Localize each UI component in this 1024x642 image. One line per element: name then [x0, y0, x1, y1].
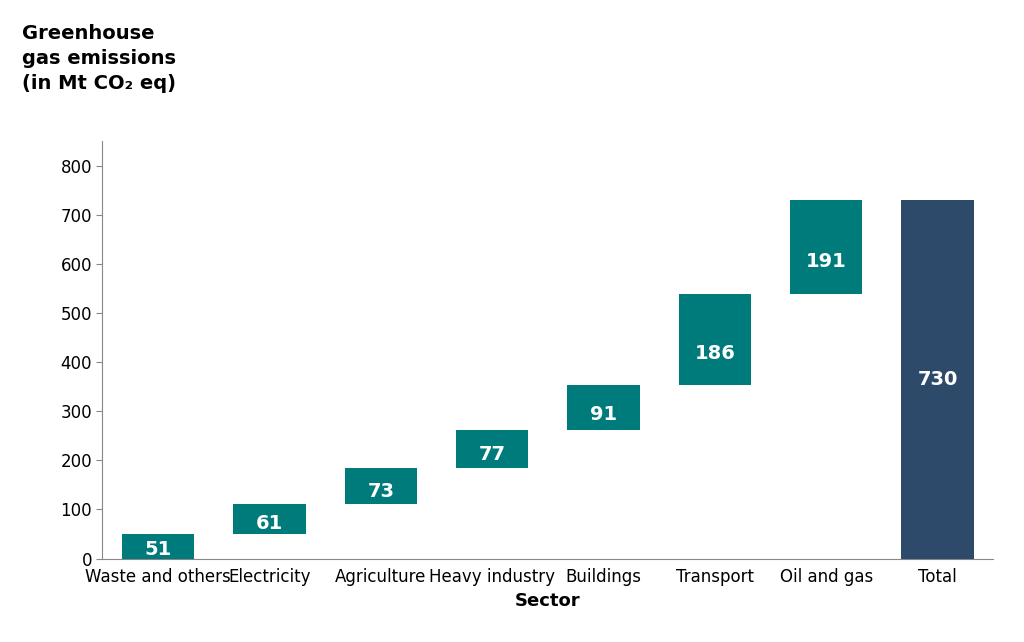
Text: 91: 91 [590, 404, 617, 424]
X-axis label: Sector: Sector [515, 592, 581, 610]
Text: 61: 61 [256, 514, 283, 532]
Bar [233, 503, 305, 534]
Bar [901, 200, 974, 559]
Text: Greenhouse
gas emissions
(in Mt CO₂ eq): Greenhouse gas emissions (in Mt CO₂ eq) [23, 24, 176, 93]
Text: 73: 73 [368, 482, 394, 501]
Text: 730: 730 [918, 370, 957, 389]
Bar [791, 200, 862, 294]
Bar [122, 534, 195, 559]
Bar [345, 468, 417, 503]
Bar [679, 294, 751, 385]
Text: 186: 186 [694, 343, 735, 363]
Text: 51: 51 [144, 541, 172, 559]
Text: 77: 77 [478, 445, 506, 464]
Bar [456, 430, 528, 468]
Bar [567, 385, 640, 430]
Text: 191: 191 [806, 252, 847, 271]
